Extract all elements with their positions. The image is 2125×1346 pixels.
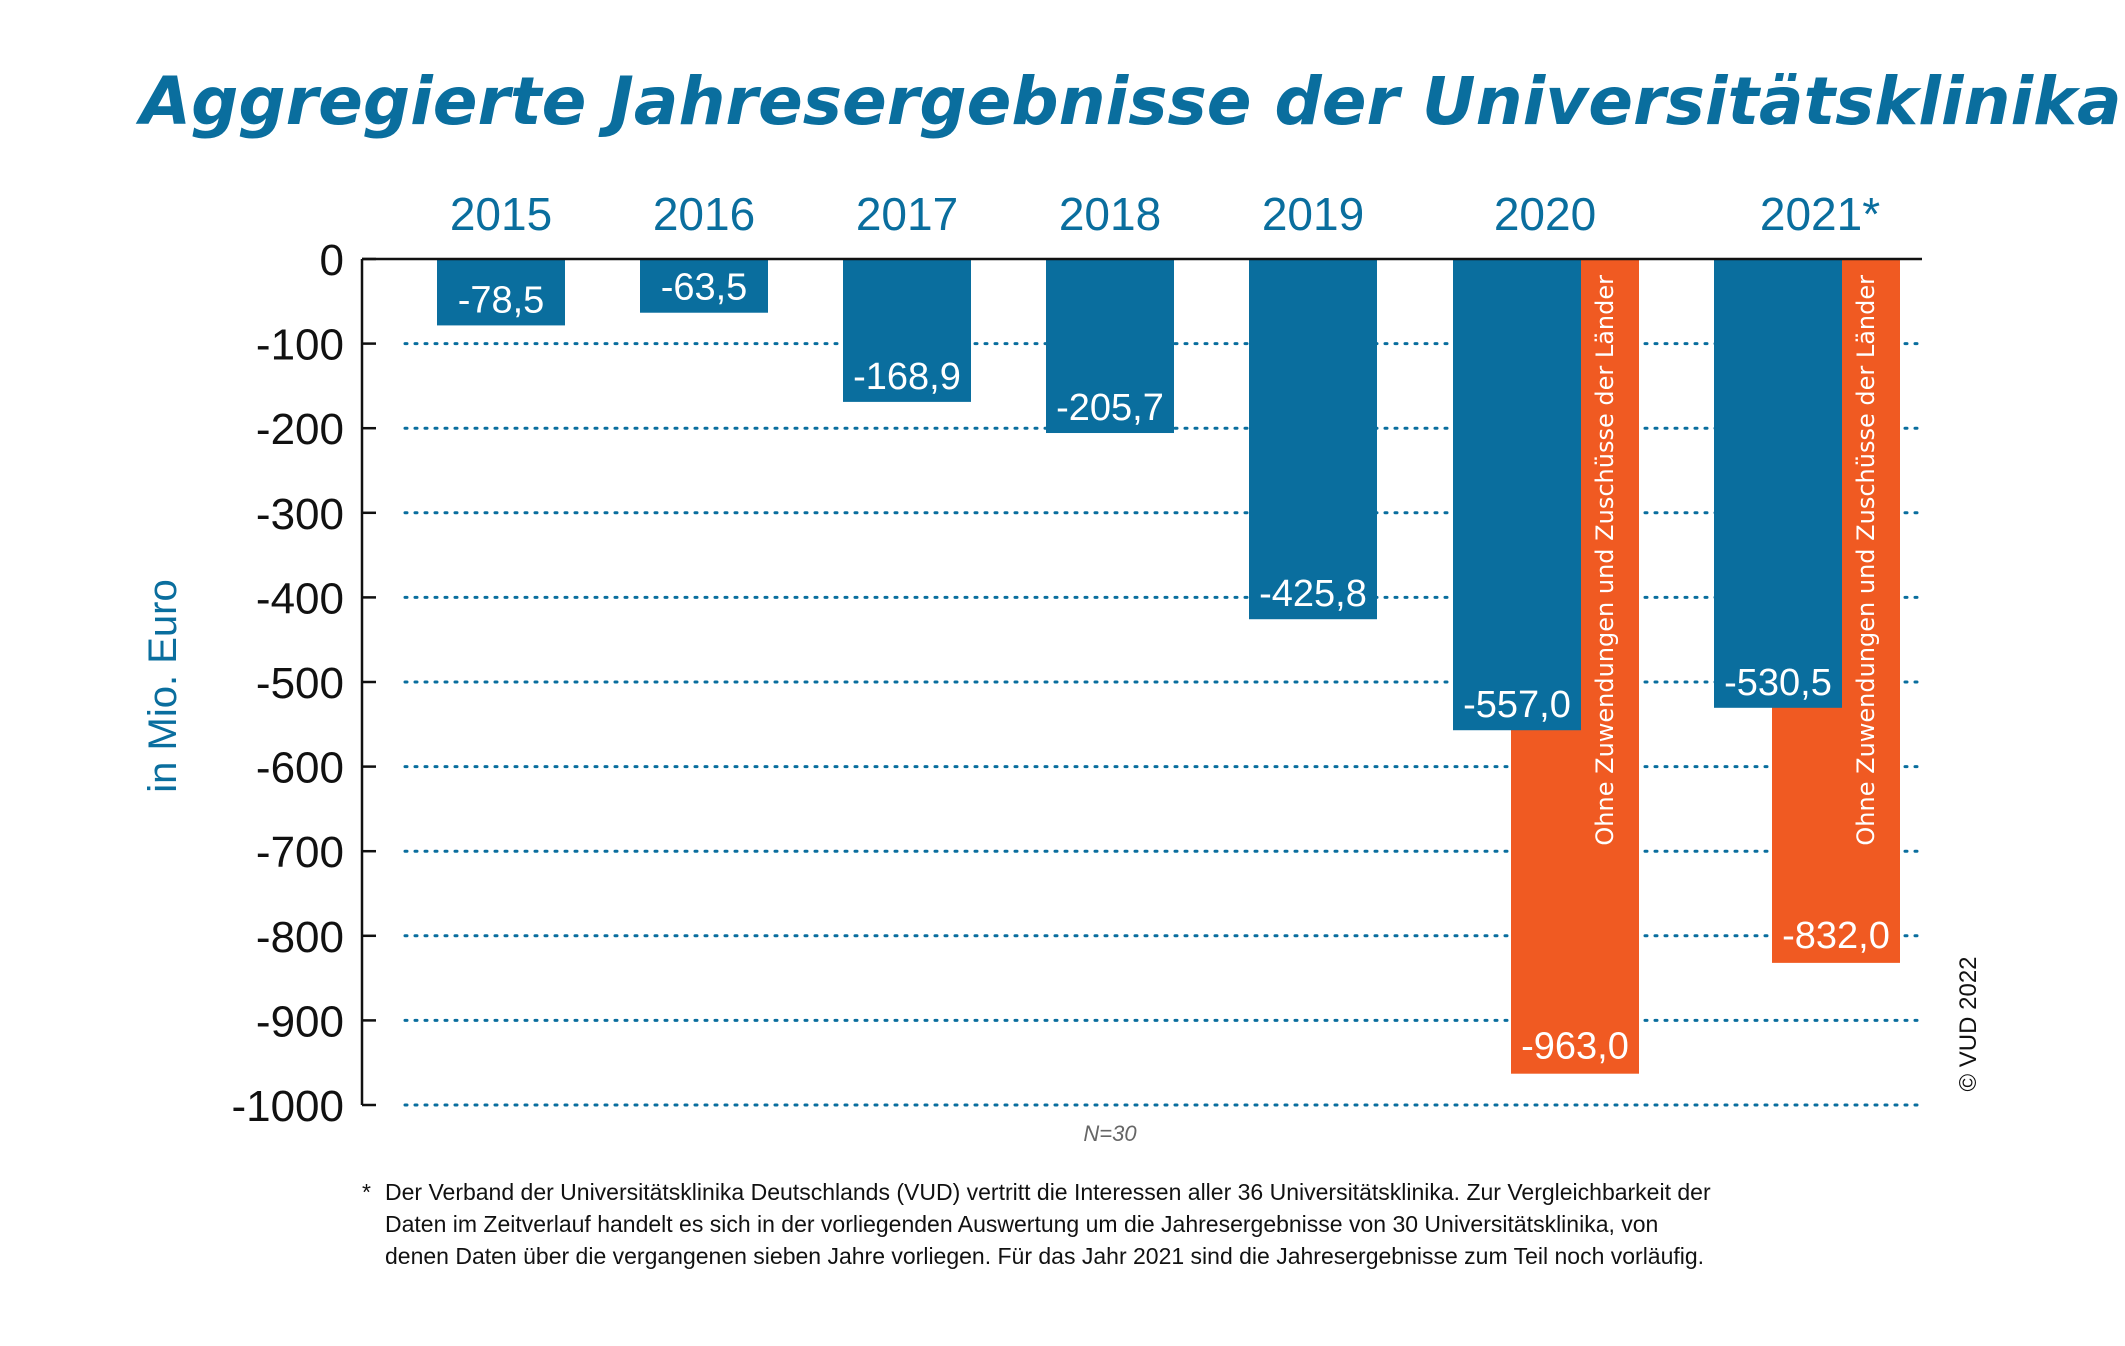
data-label-blue: -63,5 <box>661 267 748 309</box>
sample-size-note: N=30 <box>1083 1121 1137 1146</box>
x-tick-label: 2018 <box>1059 188 1161 240</box>
x-tick-label: 2015 <box>450 188 552 240</box>
footnote-line-2: Daten im Zeitverlauf handelt es sich in … <box>385 1211 1658 1237</box>
labels: 0 -100 -200 -300 -400 -500 -600 -700 -800 -900 -10… <box>231 188 1889 1131</box>
chart-title: Aggregierte Jahresergebnisse der Univers… <box>135 63 2122 140</box>
bar-blue <box>437 259 565 326</box>
copyright: © VUD 2022 <box>1955 956 1982 1091</box>
y-tick-label: -900 <box>256 997 344 1046</box>
data-label-orange: -963,0 <box>1521 1026 1629 1068</box>
x-tick-label: 2020 <box>1494 188 1596 240</box>
y-tick-label: 0 <box>320 236 344 285</box>
bar-blue <box>1249 259 1377 620</box>
x-tick-label: 2021* <box>1760 188 1880 240</box>
series-label-vertical: Ohne Zuwendungen und Zuschüsse der Lände… <box>1852 275 1880 846</box>
y-tick-label: -1000 <box>231 1082 344 1131</box>
y-tick-label: -700 <box>256 828 344 877</box>
y-tick-label: -300 <box>256 490 344 539</box>
footnote: * Der Verband der Universitätsklinika De… <box>362 1179 1711 1269</box>
bar-blue <box>1714 259 1842 708</box>
y-tick-label: -600 <box>256 744 344 793</box>
footnote-marker: * <box>362 1179 371 1205</box>
bar-blue <box>640 259 768 313</box>
x-tick-label: 2017 <box>856 188 958 240</box>
y-tick-label: -200 <box>256 405 344 454</box>
bars <box>437 259 1900 1074</box>
footnote-line-1: Der Verband der Universitätsklinika Deut… <box>385 1179 1711 1205</box>
data-label-blue: -557,0 <box>1463 684 1571 726</box>
axes <box>360 257 1922 1107</box>
series-label-vertical: Ohne Zuwendungen und Zuschüsse der Lände… <box>1591 275 1619 846</box>
data-label-blue: -205,7 <box>1056 387 1164 429</box>
y-axis-label: in Mio. Euro <box>141 579 185 792</box>
data-label-blue: -78,5 <box>458 279 545 321</box>
x-tick-label: 2019 <box>1262 188 1364 240</box>
gridlines <box>403 342 1920 1107</box>
x-tick-label: 2016 <box>653 188 755 240</box>
data-label-blue: -425,8 <box>1259 573 1367 615</box>
y-tick-label: -500 <box>256 659 344 708</box>
y-tick-label: -400 <box>256 574 344 623</box>
data-label-orange: -832,0 <box>1782 915 1890 957</box>
bar-blue <box>1046 259 1174 434</box>
footnote-line-3: denen Daten über die vergangenen sieben … <box>385 1243 1704 1269</box>
y-tick-label: -100 <box>256 321 344 370</box>
bar-blue <box>1453 259 1581 731</box>
y-tick-label: -800 <box>256 913 344 962</box>
data-label-blue: -530,5 <box>1724 662 1832 704</box>
data-label-blue: -168,9 <box>853 356 961 398</box>
bar-blue <box>843 259 971 402</box>
